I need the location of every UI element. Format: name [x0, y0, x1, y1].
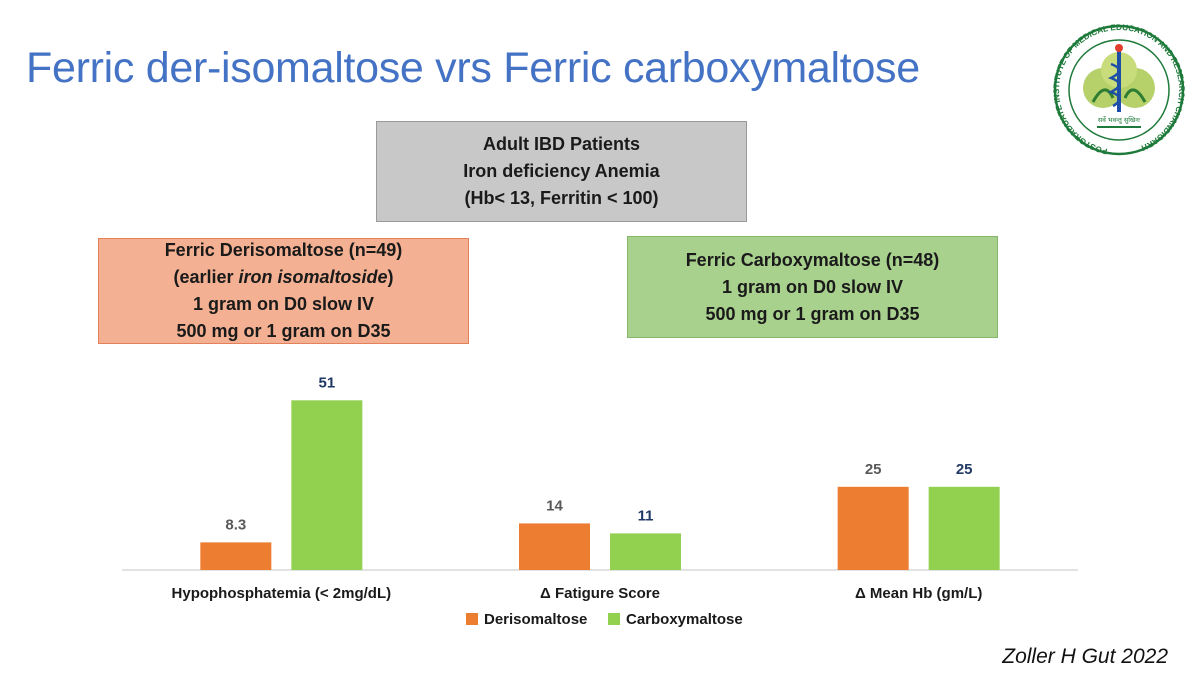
carboxymaltose-line-1: Ferric Carboxymaltose (n=48)	[685, 249, 940, 270]
derisomaltose-line-1: Ferric Derisomaltose (n=49)	[164, 240, 403, 260]
data-label-derisomaltose-1: 8.3	[225, 516, 246, 533]
legend-swatch-derisomaltose	[466, 613, 478, 625]
x-tick-label-1: Hypophosphatemia (< 2mg/dL)	[172, 585, 392, 602]
derisomaltose-line-2: (earlier iron isomaltoside)	[173, 267, 394, 287]
carboxymaltose-line-2: 1 gram on D0 slow IV	[721, 276, 904, 297]
carboxymaltose-box: Ferric Carboxymaltose (n=48) 1 gram on D…	[627, 236, 998, 338]
carboxymaltose-line-3: 500 mg or 1 gram on D35	[705, 303, 920, 324]
bar-derisomaltose-1	[200, 542, 272, 570]
data-label-carboxymaltose-2: 11	[638, 507, 654, 524]
population-line-3: (Hb< 13, Ferritin < 100)	[464, 188, 659, 208]
bar-derisomaltose-3	[837, 486, 909, 570]
citation: Zoller H Gut 2022	[1002, 645, 1168, 668]
derisomaltose-line-4: 500 mg or 1 gram on D35	[176, 321, 391, 341]
x-tick-label-3: Δ Mean Hb (gm/L)	[855, 585, 982, 602]
data-label-carboxymaltose-3: 25	[956, 461, 973, 478]
data-label-derisomaltose-3: 25	[865, 461, 882, 478]
derisomaltose-box: Ferric Derisomaltose (n=49) (earlier iro…	[98, 238, 469, 344]
population-line-2: Iron deficiency Anemia	[463, 161, 660, 181]
bar-carboxymaltose-2	[610, 533, 681, 570]
bar-chart: 8.3 51 Hypophosphatemia (< 2mg/dL) 14 11 Δ Fa…	[122, 374, 1078, 628]
legend-swatch-carboxymaltose	[608, 613, 620, 625]
bar-derisomaltose-2	[519, 523, 590, 570]
derisomaltose-former-name: iron isomaltoside	[238, 267, 388, 287]
derisomaltose-line-3: 1 gram on D0 slow IV	[192, 294, 375, 314]
data-label-derisomaltose-2: 14	[546, 497, 563, 514]
legend-label-derisomaltose: Derisomaltose	[484, 611, 587, 628]
legend-label-carboxymaltose: Carboxymaltose	[626, 611, 743, 628]
x-tick-label-2: Δ Fatigure Score	[540, 585, 660, 602]
pgimer-logo: POSTGRADUATE INSTITUTE OF MEDICAL EDUCAT…	[1053, 23, 1185, 156]
data-label-carboxymaltose-1: 51	[318, 374, 335, 391]
slide-title: Ferric der-isomaltose vrs Ferric carboxy…	[26, 44, 920, 92]
bar-carboxymaltose-1	[291, 400, 363, 570]
bar-carboxymaltose-3	[928, 486, 1000, 570]
logo-motto: सर्वे भवन्तु सुखिनः	[1098, 116, 1141, 124]
population-line-1: Adult IBD Patients	[482, 134, 640, 154]
population-box: Adult IBD Patients Iron deficiency Anemi…	[376, 121, 747, 222]
